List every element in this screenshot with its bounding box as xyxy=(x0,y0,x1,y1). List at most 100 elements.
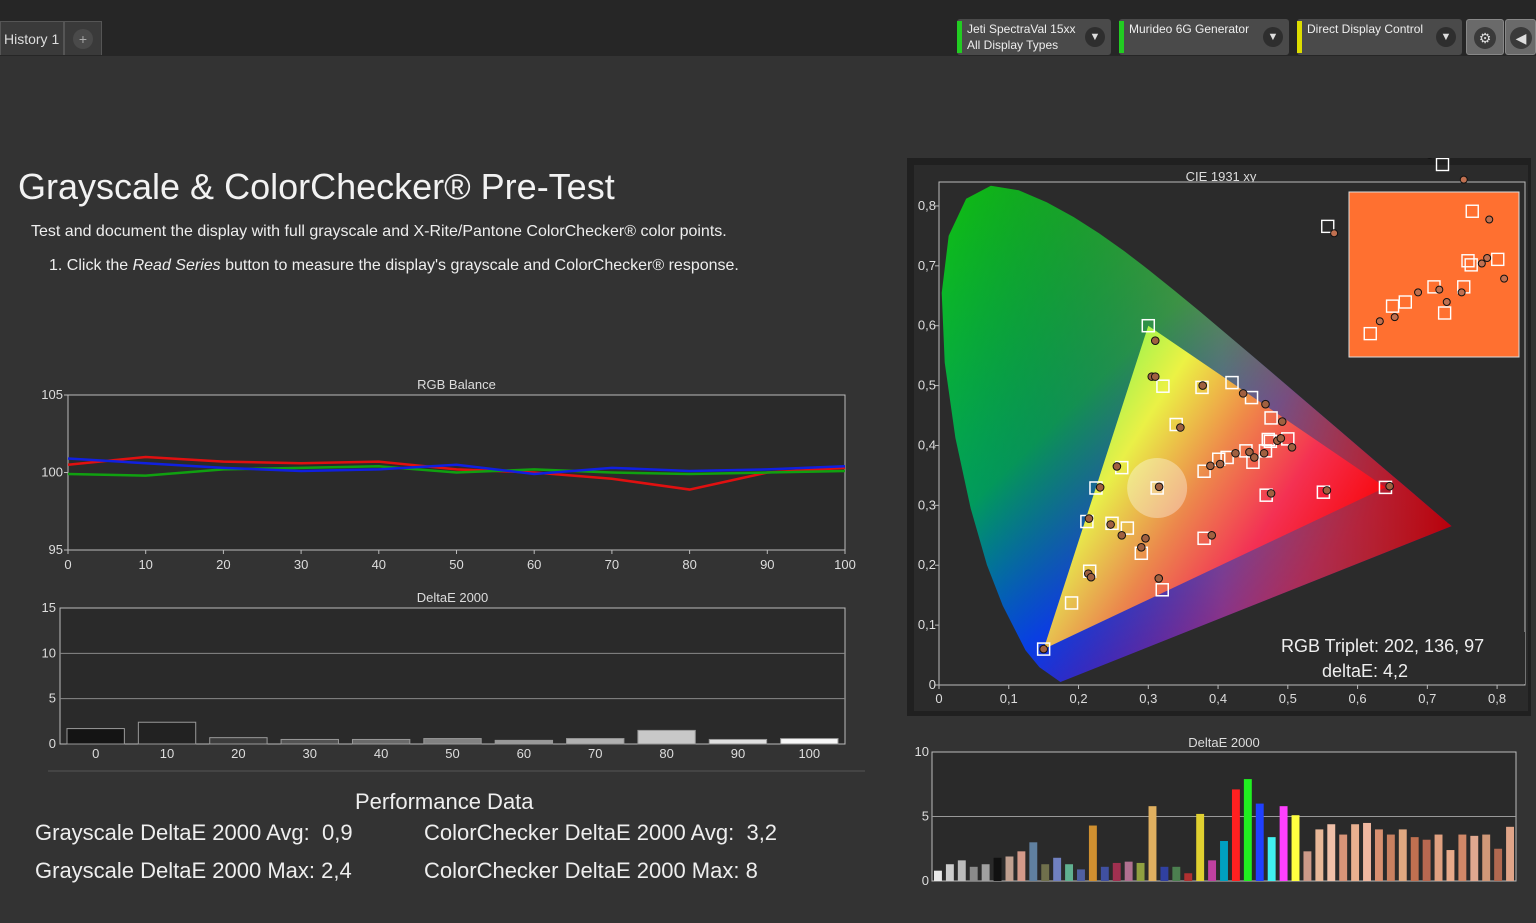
bar xyxy=(1160,866,1169,881)
x-tick-label: 50 xyxy=(445,746,459,761)
x-tick-label: 0,8 xyxy=(1488,691,1506,706)
target-square xyxy=(1264,411,1278,425)
x-tick-label: 0,5 xyxy=(1279,691,1297,706)
inset-measured-point xyxy=(1457,288,1466,297)
chevron-left-icon: ◀ xyxy=(1510,27,1532,49)
x-tick-label: 10 xyxy=(138,557,152,572)
generator-device-selector[interactable]: Murideo 6G Generator ▼ xyxy=(1119,19,1289,55)
bar xyxy=(1386,834,1395,881)
bar xyxy=(1112,862,1121,881)
inset-target-square xyxy=(1435,158,1450,172)
y-tick-label: 105 xyxy=(41,387,63,402)
x-tick-label: 0,1 xyxy=(1000,691,1018,706)
collapse-panel-button[interactable]: ◀ xyxy=(1505,19,1536,55)
bar xyxy=(1374,829,1383,881)
measured-point xyxy=(1112,462,1122,471)
grayscale-avg-row: Grayscale DeltaE 2000 Avg: 0,9 xyxy=(35,820,353,846)
measured-point xyxy=(1207,530,1217,540)
device-subtitle: All Display Types xyxy=(967,38,1059,52)
target-square xyxy=(1197,464,1211,478)
measured-point xyxy=(1176,423,1185,432)
tab-label: History 1 xyxy=(4,31,60,47)
y-tick-label: 15 xyxy=(42,600,56,615)
chart-title: CIE 1931 xy xyxy=(1186,169,1257,184)
measured-point xyxy=(1095,483,1105,492)
page-title: Grayscale & ColorChecker® Pre-Test xyxy=(18,166,615,207)
target-square xyxy=(1120,521,1135,535)
colorchecker-max-label: ColorChecker DeltaE 2000 Max: xyxy=(424,858,740,883)
y-tick-label: 0,2 xyxy=(918,557,936,572)
bar xyxy=(1231,789,1240,881)
y-tick-label: 0,5 xyxy=(918,378,936,393)
bar xyxy=(1482,834,1491,881)
bar xyxy=(1506,826,1514,881)
target-square xyxy=(1244,390,1259,405)
series-line-0 xyxy=(67,455,846,491)
chevron-down-icon[interactable]: ▼ xyxy=(1436,27,1456,47)
x-tick-label: 100 xyxy=(834,557,856,572)
bar xyxy=(1470,835,1479,881)
gamut-triangle xyxy=(1043,325,1386,650)
target-square xyxy=(1155,583,1169,597)
measured-point xyxy=(1215,459,1225,469)
bar xyxy=(1458,834,1467,881)
measured-point xyxy=(1206,461,1215,471)
display-control-selector[interactable]: Direct Display Control ▼ xyxy=(1297,19,1462,55)
chevron-down-icon[interactable]: ▼ xyxy=(1263,27,1283,47)
x-tick-label: 90 xyxy=(760,557,774,572)
performance-title: Performance Data xyxy=(355,789,534,814)
bar xyxy=(1410,837,1419,881)
x-tick-label: 10 xyxy=(160,746,174,761)
x-tick-label: 20 xyxy=(216,557,230,572)
grayscale-deltae-chart: DeltaE 2000 0 5 10 15 0 10 20 30 40 50 60 70 80 90 100 xyxy=(42,590,865,772)
bar xyxy=(637,729,696,745)
inset-target-square xyxy=(1321,219,1335,234)
readout-triplet: RGB Triplet: 202, 136, 97 xyxy=(1281,636,1484,656)
bar xyxy=(1065,864,1074,881)
target-square xyxy=(1064,596,1079,610)
plot-area xyxy=(59,607,846,745)
x-tick-label: 20 xyxy=(231,746,245,761)
bar xyxy=(66,728,125,745)
x-tick-label: 0,2 xyxy=(1069,691,1087,706)
y-tick-label: 0 xyxy=(49,736,56,751)
inset-measured-point xyxy=(1375,317,1384,326)
measured-point xyxy=(1385,481,1394,491)
bar xyxy=(1494,848,1503,881)
measured-point xyxy=(1231,448,1240,458)
x-tick-label: 0 xyxy=(64,557,71,572)
measured-point xyxy=(1154,574,1164,583)
measured-point xyxy=(1277,417,1287,426)
read-series-emphasis: Read Series xyxy=(132,257,221,274)
plus-icon: + xyxy=(73,29,93,49)
x-tick-label: 30 xyxy=(294,557,308,572)
add-tab-button[interactable]: + xyxy=(64,21,102,55)
measured-point xyxy=(1154,482,1164,492)
bar xyxy=(1422,839,1431,881)
bar xyxy=(1255,803,1264,881)
page-description: Test and document the display with full … xyxy=(31,223,727,240)
series-line-1 xyxy=(67,465,846,477)
meter-device-selector[interactable]: Jeti SpectraVal 15xx All Display Types ▼ xyxy=(957,19,1111,55)
measured-point xyxy=(1276,433,1286,443)
inset-measured-point xyxy=(1500,274,1509,283)
measured-point xyxy=(1266,489,1276,498)
top-toolbar: History 1 + Jeti SpectraVal 15xx All Dis… xyxy=(0,0,1536,56)
bar xyxy=(969,866,978,881)
bar xyxy=(566,738,625,745)
inset-measured-point xyxy=(1442,298,1451,306)
tab-history-1[interactable]: History 1 xyxy=(0,21,64,55)
bar xyxy=(1398,829,1407,881)
status-indicator xyxy=(1297,21,1302,53)
inset-target-square xyxy=(1437,306,1452,320)
measured-point xyxy=(1198,381,1208,390)
chevron-down-icon[interactable]: ▼ xyxy=(1085,27,1105,47)
bar xyxy=(993,857,1002,881)
bar xyxy=(1053,857,1062,881)
inset-target-square xyxy=(1385,299,1400,313)
inset-measured-point xyxy=(1459,175,1468,184)
inset-target-square xyxy=(1461,254,1475,268)
settings-button[interactable]: ⚙ xyxy=(1466,19,1504,55)
x-tick-label: 80 xyxy=(682,557,696,572)
y-tick-label: 0,4 xyxy=(918,437,936,452)
